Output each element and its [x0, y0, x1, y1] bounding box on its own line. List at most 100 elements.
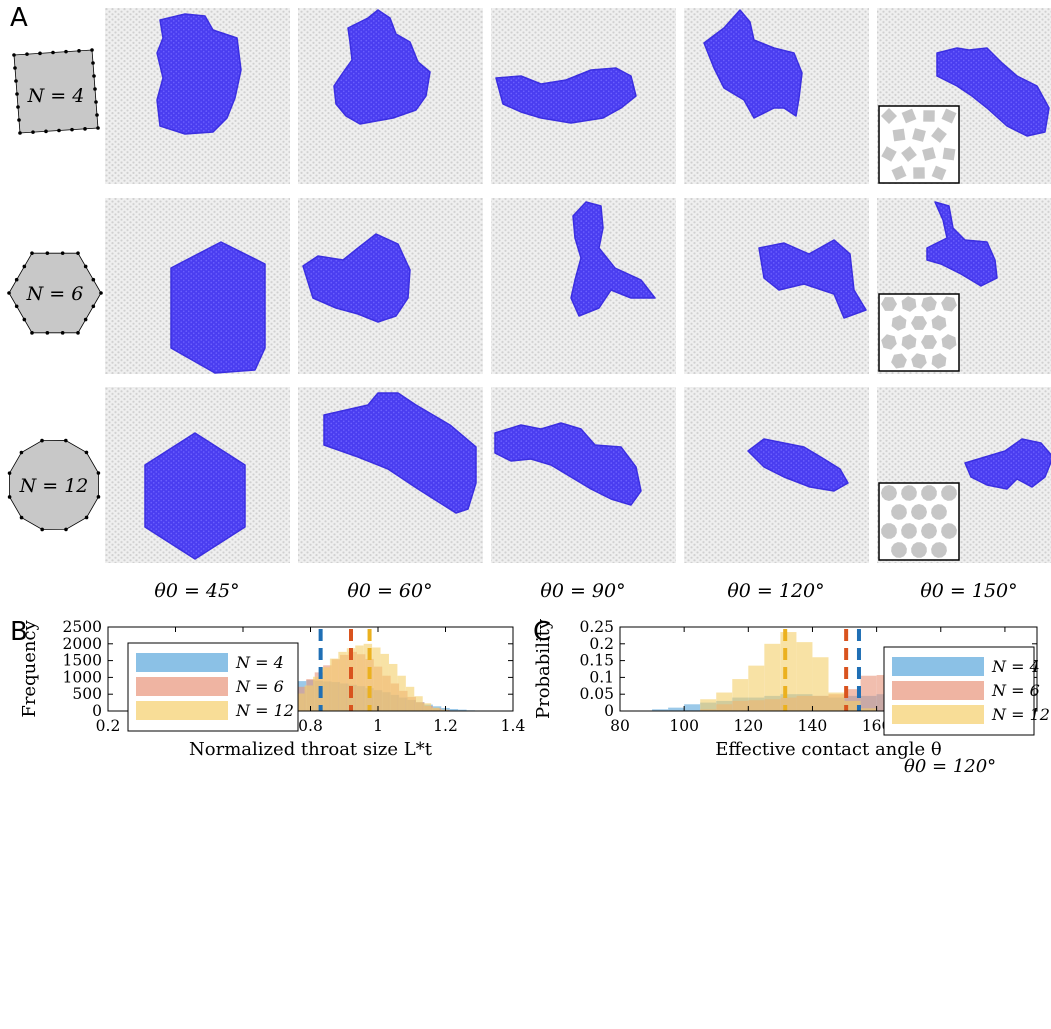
legend-swatch	[892, 705, 984, 724]
vertex-dot	[96, 126, 100, 130]
legend-swatch	[136, 653, 228, 672]
vertex-dot	[40, 438, 44, 443]
invasion-cluster	[170, 241, 266, 374]
grain-shape	[931, 127, 947, 143]
invasion-cluster	[936, 47, 1050, 137]
histogram-bar	[397, 675, 406, 711]
histogram-bar	[844, 700, 861, 711]
grain-shape	[941, 523, 957, 539]
grain-shape	[911, 504, 927, 520]
histogram-bar	[828, 692, 845, 711]
lattice-tile-n6-col4	[684, 198, 869, 374]
vertex-dot	[76, 251, 80, 255]
vertex-dot	[77, 49, 81, 53]
series-2	[700, 632, 877, 711]
vertex-dot	[30, 331, 34, 335]
grain-shape	[912, 128, 926, 142]
histogram-bar	[346, 648, 356, 711]
invasion-cluster	[926, 201, 998, 287]
grain-shape	[941, 334, 957, 350]
histogram-bar	[860, 708, 877, 711]
vertex-dot	[92, 74, 96, 78]
panel-a-row-shapes: N = 4 N = 6 N = 12	[7, 48, 103, 532]
lattice-tile-n6-col2	[298, 198, 483, 374]
vertex-dot	[91, 304, 96, 309]
grain-shape	[941, 108, 957, 124]
vertex-dot	[57, 128, 61, 133]
legend-label: N = 6	[991, 681, 1040, 700]
lattice-tile-n4-col2	[298, 8, 483, 184]
grain-shape	[931, 353, 947, 369]
lattice-tile-n6-col1	[105, 198, 290, 374]
grain-shape	[881, 334, 897, 350]
panel-a-letter: A	[10, 3, 28, 33]
grain-shape-n4: N = 4	[12, 48, 100, 135]
legend-label: N = 12	[235, 701, 294, 720]
vertex-dot	[94, 100, 98, 104]
y-tick-label: 0.15	[579, 652, 614, 670]
x-tick-label: 120	[734, 717, 764, 735]
invasion-cluster	[703, 9, 803, 119]
histogram-bar	[764, 643, 781, 711]
grain-shape	[901, 485, 917, 501]
vertex-dot	[90, 48, 94, 52]
column-label-4: θ0 = 120°	[727, 580, 824, 602]
grain-shape	[911, 316, 927, 330]
vertex-dot	[64, 438, 68, 443]
vertex-dot	[18, 131, 22, 135]
vertex-dot	[83, 264, 88, 269]
histogram-bar	[372, 647, 381, 711]
grain-shape	[931, 165, 947, 181]
x-tick-label: 0.2	[96, 717, 121, 735]
invasion-cluster	[494, 422, 642, 506]
column-label-2: θ0 = 60°	[347, 580, 432, 602]
invasion-cluster	[495, 67, 637, 124]
y-axis-label: Probability	[533, 618, 554, 719]
legend-swatch	[892, 657, 984, 676]
histogram-bar	[449, 708, 459, 711]
grain-shape	[892, 128, 906, 142]
lattice-tile-n4-col5	[877, 8, 1051, 184]
lattice-tile-n12-col1	[105, 387, 290, 563]
vertex-dot	[7, 291, 11, 295]
vertex-dot	[60, 251, 65, 255]
histogram-bar	[796, 642, 813, 711]
grain-shape	[941, 296, 957, 312]
grain-shape-n6: N = 6	[7, 251, 103, 335]
lattice-tile-n12-col5	[877, 387, 1051, 563]
vertex-dot	[96, 471, 101, 475]
y-tick-label: 0	[604, 702, 614, 720]
grain-shape	[901, 334, 917, 350]
chart-b: 0.20.40.60.811.21.405001000150020002500N…	[19, 618, 525, 760]
histogram-bar	[652, 709, 669, 711]
y-axis-label: Frequency	[19, 619, 40, 717]
histogram-bar	[732, 679, 749, 711]
invasion-cluster	[144, 432, 246, 560]
x-tick-label: 140	[798, 717, 828, 735]
vertex-dot	[64, 527, 68, 532]
vertex-dot	[16, 105, 20, 109]
vertex-dot	[31, 130, 35, 134]
grain-shape	[931, 542, 947, 558]
histogram-bar	[313, 676, 322, 711]
y-tick-label: 0.1	[589, 668, 614, 686]
grain-shape	[921, 523, 937, 539]
y-tick-label: 0.25	[579, 618, 614, 636]
histogram-bar	[748, 665, 765, 711]
histogram-bar	[439, 709, 449, 711]
vertex-dot	[7, 495, 12, 499]
vertex-dot	[45, 331, 50, 335]
grain-shape	[881, 485, 897, 501]
grain-shape	[911, 353, 927, 369]
column-label-1: θ0 = 45°	[154, 580, 239, 602]
vertex-dot	[83, 127, 87, 131]
grain-shape	[881, 108, 897, 124]
y-tick-label: 0.05	[579, 685, 614, 703]
y-tick-label: 1000	[63, 668, 102, 686]
vertex-dot	[60, 331, 65, 335]
grain-shape	[931, 315, 947, 331]
grain-shape	[891, 542, 907, 558]
y-tick-label: 2000	[63, 635, 102, 653]
histogram-bar	[668, 707, 685, 711]
vertex-dot	[38, 51, 42, 56]
